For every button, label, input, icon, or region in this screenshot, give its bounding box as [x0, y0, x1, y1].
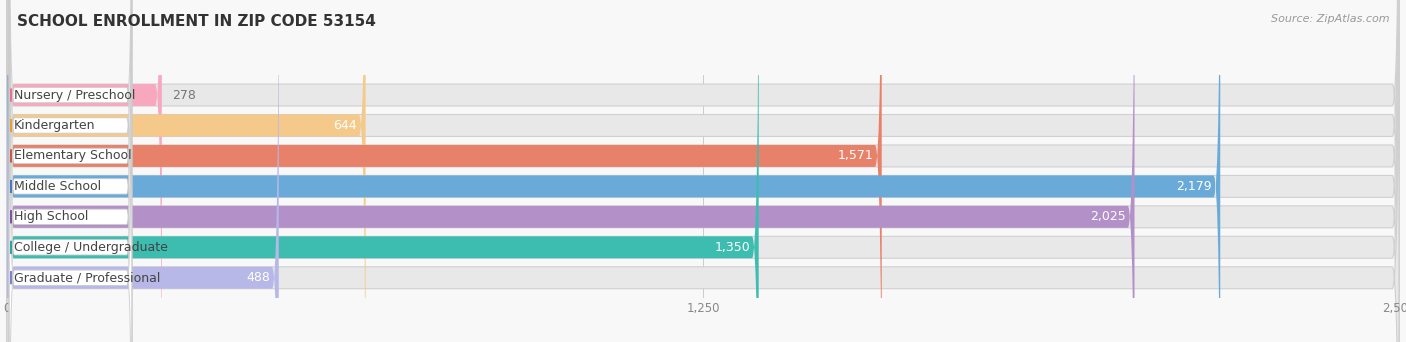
Text: 488: 488: [246, 271, 270, 284]
FancyBboxPatch shape: [7, 0, 1135, 342]
FancyBboxPatch shape: [10, 0, 132, 342]
FancyBboxPatch shape: [7, 0, 1399, 342]
FancyBboxPatch shape: [7, 0, 1399, 342]
FancyBboxPatch shape: [7, 0, 1399, 342]
Text: College / Undergraduate: College / Undergraduate: [14, 241, 167, 254]
FancyBboxPatch shape: [7, 0, 882, 342]
FancyBboxPatch shape: [7, 0, 366, 342]
Text: 1,350: 1,350: [714, 241, 751, 254]
FancyBboxPatch shape: [10, 0, 132, 342]
Text: Elementary School: Elementary School: [14, 149, 132, 162]
FancyBboxPatch shape: [10, 0, 132, 342]
Text: Nursery / Preschool: Nursery / Preschool: [14, 89, 135, 102]
Text: 2,025: 2,025: [1091, 210, 1126, 223]
FancyBboxPatch shape: [10, 0, 132, 342]
FancyBboxPatch shape: [7, 0, 162, 342]
Text: 2,179: 2,179: [1177, 180, 1212, 193]
FancyBboxPatch shape: [7, 0, 1399, 342]
FancyBboxPatch shape: [10, 0, 132, 342]
Text: 1,571: 1,571: [838, 149, 873, 162]
FancyBboxPatch shape: [10, 0, 132, 342]
FancyBboxPatch shape: [7, 0, 1399, 342]
FancyBboxPatch shape: [7, 0, 278, 342]
FancyBboxPatch shape: [7, 0, 759, 342]
FancyBboxPatch shape: [10, 11, 132, 342]
FancyBboxPatch shape: [7, 0, 1220, 342]
Text: Kindergarten: Kindergarten: [14, 119, 96, 132]
Text: 644: 644: [333, 119, 357, 132]
Text: Source: ZipAtlas.com: Source: ZipAtlas.com: [1271, 14, 1389, 24]
Text: Middle School: Middle School: [14, 180, 101, 193]
Text: 278: 278: [172, 89, 195, 102]
FancyBboxPatch shape: [7, 0, 1399, 342]
Text: SCHOOL ENROLLMENT IN ZIP CODE 53154: SCHOOL ENROLLMENT IN ZIP CODE 53154: [17, 14, 375, 29]
FancyBboxPatch shape: [7, 0, 1399, 342]
Text: High School: High School: [14, 210, 89, 223]
Text: Graduate / Professional: Graduate / Professional: [14, 271, 160, 284]
